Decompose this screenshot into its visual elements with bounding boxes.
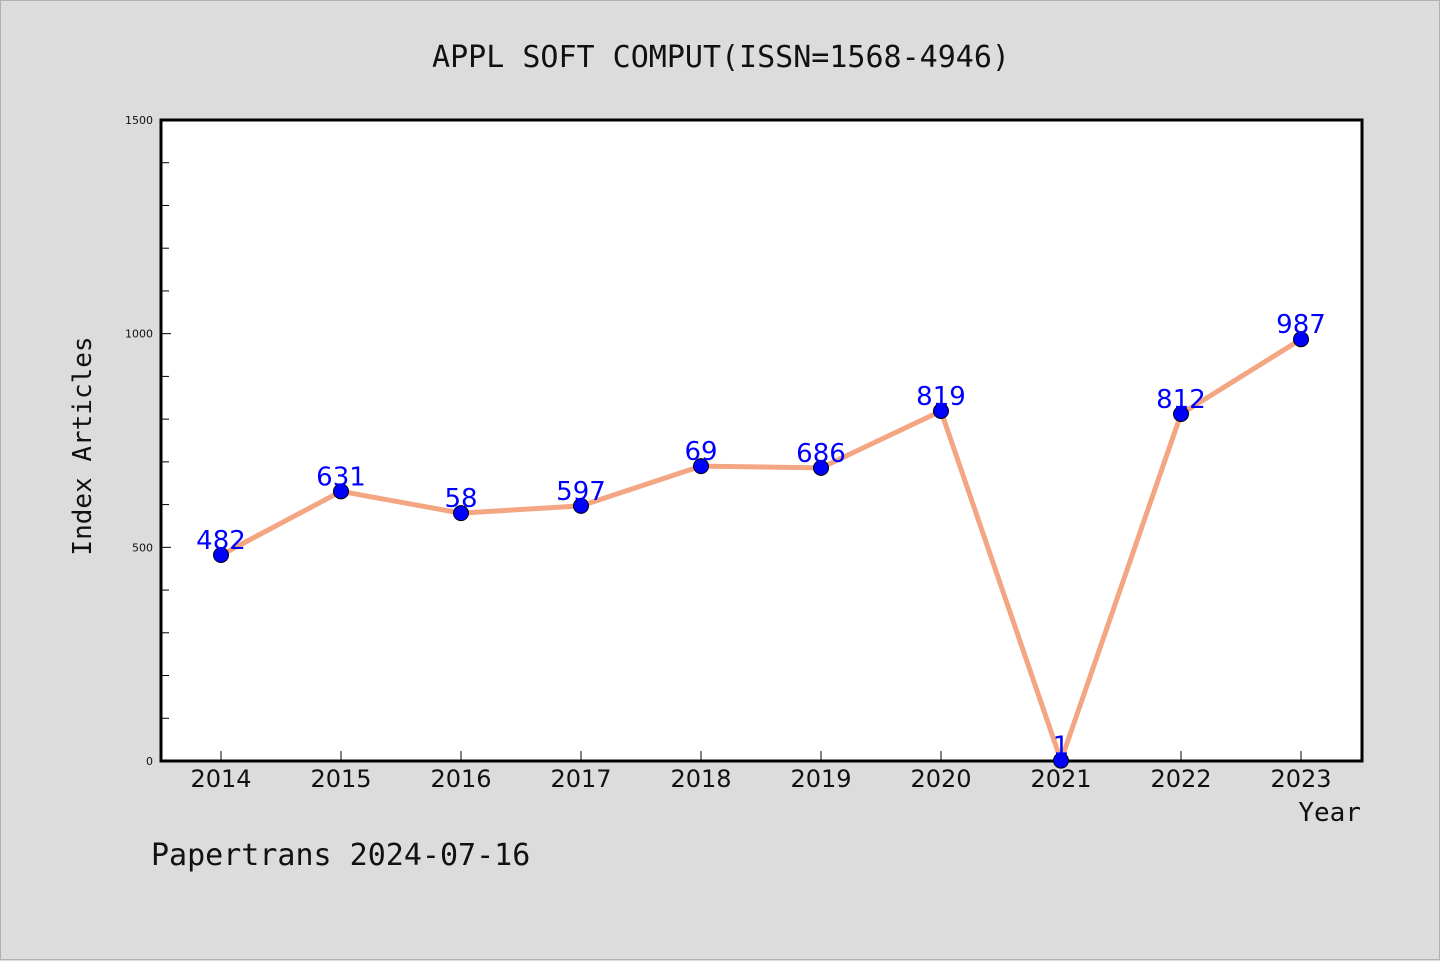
data-label: 819 [916,382,966,412]
x-tick-label: 2021 [1030,765,1091,793]
data-label: 686 [796,439,846,469]
data-label: 58 [444,484,477,514]
data-point [693,458,709,475]
x-tick-label: 2020 [910,765,971,793]
data-point [453,505,469,522]
data-point [1293,331,1309,348]
x-tick-label: 2023 [1270,765,1331,793]
data-point [573,497,589,514]
x-tick-label: 2014 [190,765,251,793]
data-point [1053,752,1069,769]
data-label: 631 [316,462,366,492]
x-axis-label: Year [1298,798,1361,828]
data-label: 482 [196,526,246,556]
x-tick-label: 2022 [1150,765,1211,793]
data-point [213,547,229,564]
footer-text: Papertrans 2024-07-16 [151,838,530,873]
data-markers [213,331,1309,769]
y-axis-ticks: 0 500 1000 1500 [125,114,171,768]
y-tick-label: 1500 [125,114,153,127]
data-label: 69 [684,437,717,467]
plot-area [159,118,1364,763]
y-tick-label: 1000 [125,328,153,341]
x-tick-label: 2017 [550,765,611,793]
x-tick-label: 2019 [790,765,851,793]
data-point [813,459,829,476]
x-tick-label: 2015 [310,765,371,793]
chart-title: APPL SOFT COMPUT(ISSN=1568-4946) [432,40,1010,75]
data-label: 987 [1276,310,1326,340]
data-point [1173,406,1189,423]
data-label: 597 [556,477,606,507]
data-point [933,403,949,420]
x-axis-ticks: 2014 2015 2016 2017 2018 2019 2020 2021 2022 2023 [190,751,1332,793]
data-label: 1 [1053,732,1070,762]
y-axis-label: Index Articles [68,336,98,555]
x-tick-label: 2018 [670,765,731,793]
x-tick-label: 2016 [430,765,491,793]
data-labels: 482 631 58 597 69 686 819 1 812 987 [196,310,1326,761]
data-label: 812 [1156,385,1206,415]
y-tick-label: 500 [132,541,153,554]
series-line [219,337,1303,764]
data-point [333,483,349,500]
y-tick-label: 0 [146,755,153,768]
